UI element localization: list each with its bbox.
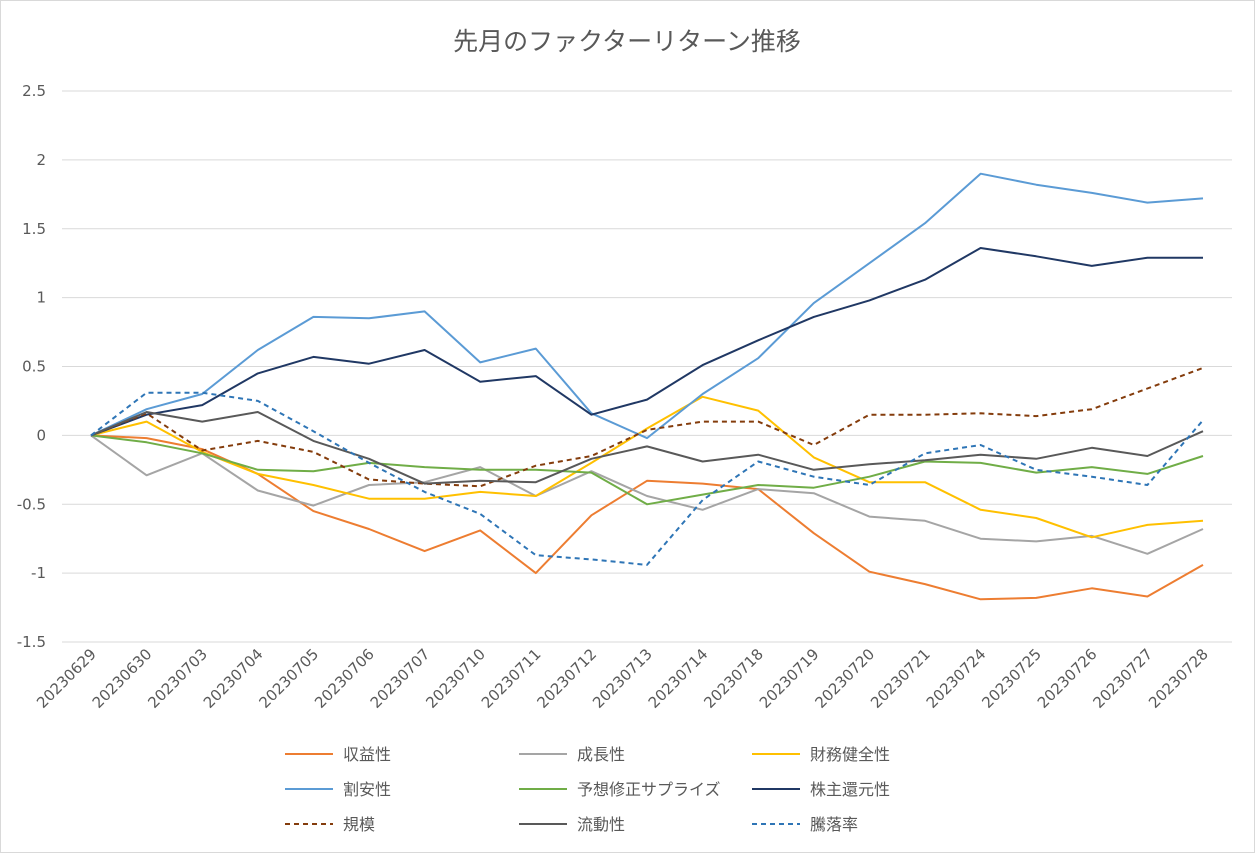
y-tick-label: 1 bbox=[36, 289, 46, 307]
x-tick-label: 20230707 bbox=[367, 645, 434, 712]
legend-label-2: 財務健全性 bbox=[810, 745, 890, 764]
y-tick-label: 0 bbox=[36, 426, 46, 444]
series-line-3 bbox=[90, 172, 1204, 440]
x-tick-label: 20230629 bbox=[33, 645, 100, 712]
x-tick-label: 20230714 bbox=[645, 645, 712, 712]
series-line-4 bbox=[90, 434, 1204, 506]
x-tick-label: 20230718 bbox=[700, 645, 767, 712]
x-tick-label: 20230703 bbox=[144, 645, 211, 712]
y-tick-label: -1 bbox=[31, 564, 46, 582]
y-tick-label: 2.5 bbox=[22, 82, 46, 100]
series-line-5 bbox=[90, 247, 1203, 437]
gridlines bbox=[62, 90, 1232, 643]
legend-label-1: 成長性 bbox=[577, 745, 625, 764]
y-tick-label: -0.5 bbox=[17, 495, 46, 513]
y-tick-label: 2 bbox=[36, 151, 46, 169]
legend-label-6: 規模 bbox=[343, 815, 375, 834]
x-tick-label: 20230712 bbox=[534, 645, 601, 712]
series-line-0 bbox=[90, 434, 1204, 601]
series-lines bbox=[90, 172, 1204, 601]
x-tick-label: 20230719 bbox=[756, 645, 823, 712]
series-line-1 bbox=[90, 434, 1204, 555]
y-tick-label: 0.5 bbox=[22, 358, 46, 376]
series-line-2 bbox=[90, 395, 1204, 539]
chart-title: 先月のファクターリターン推移 bbox=[453, 27, 801, 56]
legend-label-3: 割安性 bbox=[343, 780, 391, 799]
x-tick-label: 20230704 bbox=[200, 645, 267, 712]
x-tick-label: 20230728 bbox=[1145, 645, 1212, 712]
x-tick-label: 20230720 bbox=[812, 645, 879, 712]
series-line-7 bbox=[90, 411, 1204, 485]
x-tick-label: 20230706 bbox=[311, 645, 378, 712]
y-tick-label: 1.5 bbox=[22, 220, 46, 238]
y-tick-label: -1.5 bbox=[17, 633, 46, 651]
x-tick-label: 20230711 bbox=[478, 645, 545, 712]
legend-label-0: 収益性 bbox=[343, 745, 391, 764]
x-tick-label: 20230630 bbox=[89, 645, 156, 712]
legend-label-7: 流動性 bbox=[577, 815, 625, 834]
x-tick-label: 20230724 bbox=[923, 645, 990, 712]
series-line-6 bbox=[90, 366, 1204, 488]
legend-label-5: 株主還元性 bbox=[810, 780, 890, 799]
series-line-8 bbox=[90, 391, 1204, 566]
legend-label-8: 騰落率 bbox=[810, 815, 858, 834]
y-axis-tick-labels: 2.5 2 1.5 1 0.5 0 -0.5 -1 -1.5 bbox=[17, 82, 46, 651]
x-tick-label: 20230727 bbox=[1090, 645, 1157, 712]
legend-label-4: 予想修正サプライズ bbox=[577, 780, 721, 799]
x-axis-tick-labels: 2023062920230630202307032023070420230705… bbox=[33, 645, 1212, 712]
x-tick-label: 20230721 bbox=[867, 645, 934, 712]
x-tick-label: 20230726 bbox=[1034, 645, 1101, 712]
x-tick-label: 20230705 bbox=[256, 645, 323, 712]
x-tick-label: 20230713 bbox=[589, 645, 656, 712]
x-tick-label: 20230710 bbox=[422, 645, 489, 712]
x-tick-label: 20230725 bbox=[978, 645, 1045, 712]
